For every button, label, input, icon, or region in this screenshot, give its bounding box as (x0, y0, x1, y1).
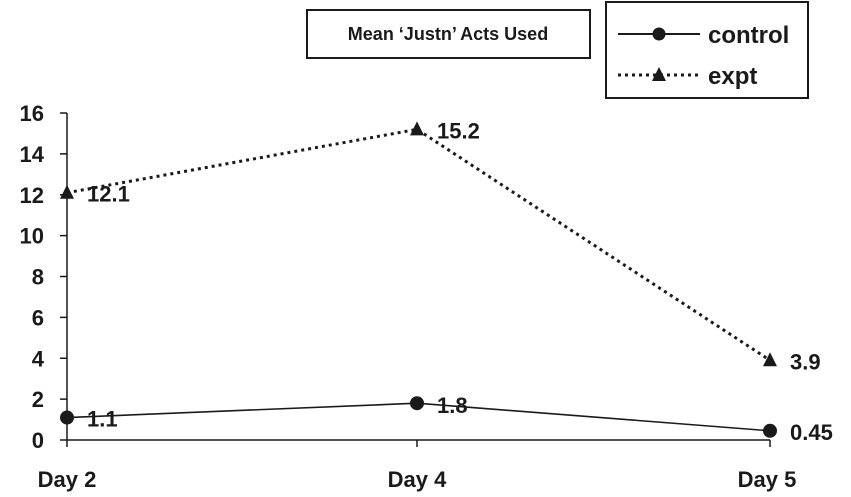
legend-expt-label: expt (708, 63, 757, 90)
legend-expt-marker (652, 67, 666, 81)
control-point (410, 396, 424, 411)
expt-point (763, 352, 777, 367)
y-ticks: 0 2 4 6 8 10 12 14 16 (20, 101, 67, 453)
y-tick-label: 14 (20, 142, 45, 167)
control-data-label: 1.1 (87, 407, 118, 432)
title-frame (306, 9, 591, 59)
x-ticks: Day 2 Day 4 Day 5 (38, 440, 797, 492)
y-tick-label: 4 (32, 346, 45, 371)
y-tick-label: 2 (32, 387, 44, 412)
y-tick-label: 6 (32, 305, 44, 330)
expt-data-label: 3.9 (790, 349, 821, 374)
y-tick-label: 12 (20, 183, 44, 208)
x-tick-label: Day 2 (38, 467, 97, 492)
control-point (60, 410, 74, 425)
expt-series-line (66, 127, 771, 362)
expt-point (60, 184, 74, 199)
legend-frame (605, 1, 809, 99)
x-tick-label: Day 4 (388, 467, 447, 492)
series-layer: 1.1 1.8 0.45 12.1 15.2 3.9 (60, 118, 833, 445)
y-tick-label: 10 (20, 224, 44, 249)
legend: control expt (605, 1, 809, 99)
control-point (763, 423, 777, 438)
chart-title: Mean ‘Justn’ Acts Used (348, 24, 548, 44)
expt-data-label: 15.2 (437, 118, 480, 143)
expt-data-label: 12.1 (87, 182, 130, 207)
y-tick-label: 16 (20, 101, 44, 126)
legend-control-label: control (708, 22, 789, 49)
legend-control-marker (652, 27, 666, 41)
chart-title-box: Mean ‘Justn’ Acts Used (306, 9, 591, 59)
y-tick-label: 0 (32, 428, 44, 453)
control-data-label: 0.45 (790, 420, 833, 445)
control-data-label: 1.8 (437, 393, 468, 418)
y-tick-label: 8 (32, 265, 44, 290)
expt-point (410, 121, 424, 136)
x-tick-label: Day 5 (738, 467, 797, 492)
